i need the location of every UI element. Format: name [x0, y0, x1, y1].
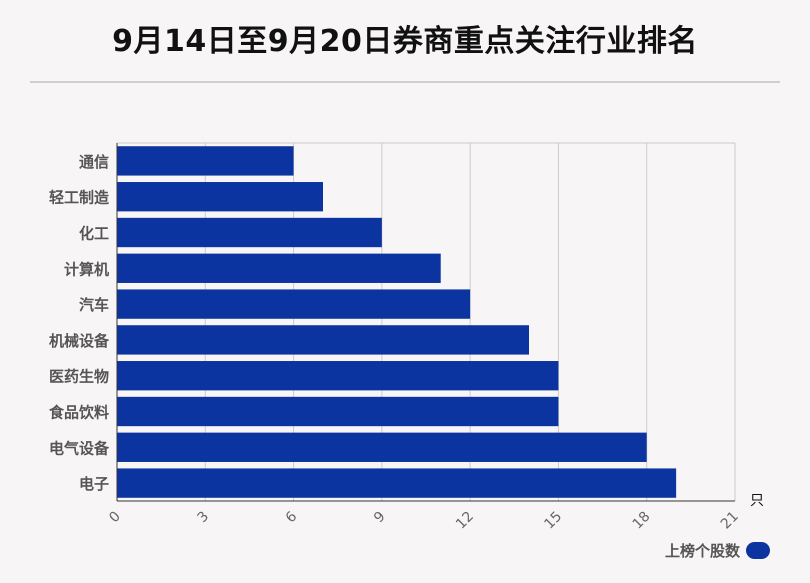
- category-label-3: 计算机: [64, 260, 109, 278]
- category-label-7: 食品饮料: [49, 404, 109, 422]
- category-label-1: 轻工制造: [49, 189, 109, 207]
- category-label-4: 汽车: [79, 296, 109, 314]
- x-tick-labels: 0 3 6 9 12 15 18 21: [106, 508, 742, 532]
- legend-label: 上榜个股数: [664, 542, 740, 560]
- bar-8: [117, 432, 647, 462]
- bar-9: [117, 468, 677, 498]
- x-tick-label-2: 6: [283, 508, 301, 526]
- bar-1: [117, 182, 323, 212]
- bar-0: [117, 146, 294, 176]
- category-label-8: 电气设备: [49, 439, 110, 457]
- bars: [117, 146, 677, 498]
- x-unit-label: 只: [750, 493, 764, 509]
- title-divider: [30, 81, 780, 83]
- category-label-6: 医药生物: [49, 368, 109, 386]
- legend: 上榜个股数: [665, 540, 770, 561]
- bar-6: [117, 361, 559, 391]
- category-label-9: 电子: [79, 475, 109, 493]
- category-label-2: 化工: [79, 225, 109, 243]
- legend-swatch: [746, 542, 770, 559]
- bar-7: [117, 396, 559, 427]
- bar-4: [117, 289, 471, 319]
- x-tick-label-1: 3: [194, 509, 212, 527]
- x-tick-label-6: 18: [630, 509, 654, 533]
- category-label-5: 机械设备: [49, 332, 110, 350]
- bar-5: [117, 325, 529, 355]
- bar-3: [117, 253, 441, 283]
- bar-2: [117, 217, 382, 248]
- category-label-0: 通信: [79, 153, 109, 171]
- axes: [116, 143, 735, 502]
- x-tick-label-3: 9: [371, 509, 389, 527]
- x-tick-label-7: 21: [718, 509, 742, 533]
- x-tick-label-4: 12: [453, 509, 477, 533]
- x-tick-label-5: 15: [541, 509, 565, 533]
- x-tick-label-0: 0: [106, 509, 124, 527]
- chart-title: 9月14日至9月20日券商重点关注行业排名: [112, 24, 698, 59]
